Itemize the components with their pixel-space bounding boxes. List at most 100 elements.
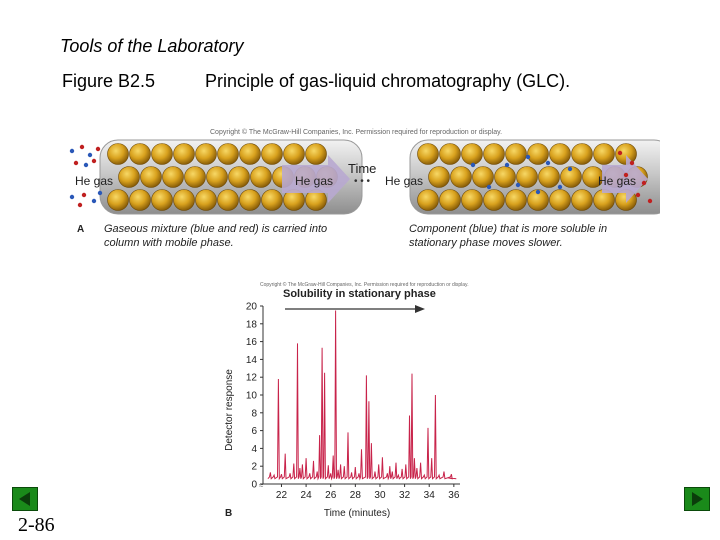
x-axis-label: Time (minutes) xyxy=(324,508,390,519)
stationary-phase-bead xyxy=(472,166,494,188)
panel-a-copyright: Copyright © The McGraw-Hill Companies, I… xyxy=(210,129,503,136)
right-molecules xyxy=(470,150,653,204)
panel-b-letter: B xyxy=(225,508,232,519)
stationary-phase-bead xyxy=(283,143,305,165)
right-flow-arrow xyxy=(602,155,648,203)
stationary-phase-bead xyxy=(228,166,250,188)
red-molecule xyxy=(95,146,101,152)
y-tick-label: 18 xyxy=(246,319,258,330)
stationary-phase-bead xyxy=(483,189,505,211)
stationary-phase-bead xyxy=(107,189,129,211)
x-tick-label: 22 xyxy=(276,490,288,501)
stationary-phase-bead xyxy=(239,189,261,211)
stationary-phase-bead xyxy=(593,143,615,165)
stationary-phase-bead xyxy=(505,189,527,211)
left-column xyxy=(69,139,363,215)
red-molecule xyxy=(77,202,83,208)
red-molecule xyxy=(617,150,623,156)
stationary-phase-bead xyxy=(217,189,239,211)
blue-molecule xyxy=(69,148,75,154)
slide-title: Tools of the Laboratory xyxy=(60,36,244,56)
stationary-phase-bead xyxy=(184,166,206,188)
stationary-phase-bead xyxy=(140,166,162,188)
red-molecule xyxy=(81,192,87,198)
red-molecule xyxy=(641,180,647,186)
blue-molecule xyxy=(525,154,531,160)
right-column-he-gas-outlet: He gas xyxy=(598,174,637,188)
triangle-right-icon xyxy=(692,492,703,506)
blue-molecule xyxy=(557,184,563,190)
blue-molecule xyxy=(486,184,492,190)
stationary-phase-bead xyxy=(417,189,439,211)
y-tick-label: 2 xyxy=(251,462,257,473)
figure-caption: Principle of gas-liquid chromatography (… xyxy=(205,71,571,91)
stationary-phase-bead xyxy=(261,189,283,211)
y-tick-label: 4 xyxy=(251,444,257,455)
red-molecule xyxy=(635,192,641,198)
stationary-phase-bead xyxy=(151,143,173,165)
stationary-phase-bead xyxy=(571,189,593,211)
blue-molecule xyxy=(515,182,521,188)
right-column-note: Component (blue) that is more soluble in… xyxy=(409,223,608,249)
stationary-phase-bead xyxy=(483,143,505,165)
page-number: 2-86 xyxy=(18,514,55,536)
left-molecules xyxy=(69,144,103,208)
stationary-phase-bead xyxy=(195,189,217,211)
axis-break-mark: ≈ xyxy=(259,481,264,490)
blue-molecule xyxy=(535,189,541,195)
red-molecule xyxy=(629,160,635,166)
next-slide-button[interactable] xyxy=(684,487,710,511)
stationary-phase-bead xyxy=(549,189,571,211)
stationary-phase-bead xyxy=(261,143,283,165)
stationary-phase-bead xyxy=(417,143,439,165)
left-flow-arrow xyxy=(282,155,350,203)
y-tick-label: 14 xyxy=(246,355,258,366)
solubility-label: Solubility in stationary phase xyxy=(283,288,436,300)
blue-molecule xyxy=(87,152,93,158)
previous-slide-button[interactable] xyxy=(12,487,38,511)
x-tick-label: 36 xyxy=(448,490,460,501)
red-molecule xyxy=(91,158,97,164)
stationary-phase-bead xyxy=(549,143,571,165)
stationary-phase-bead xyxy=(461,189,483,211)
stationary-phase-bead xyxy=(439,143,461,165)
left-column-beads xyxy=(107,143,338,211)
red-molecule xyxy=(623,172,629,178)
stationary-phase-bead xyxy=(206,166,228,188)
blue-molecule xyxy=(545,160,551,166)
red-molecule xyxy=(79,144,85,150)
stationary-phase-bead xyxy=(439,189,461,211)
stationary-phase-bead xyxy=(162,166,184,188)
stationary-phase-bead xyxy=(560,166,582,188)
y-tick-label: 6 xyxy=(251,426,257,437)
stationary-phase-bead xyxy=(129,189,151,211)
blue-molecule xyxy=(470,162,476,168)
time-label: Time xyxy=(348,161,377,176)
gas-chromatography-column-diagram xyxy=(69,139,660,215)
x-tick-label: 26 xyxy=(325,490,337,501)
stationary-phase-bead xyxy=(571,143,593,165)
stationary-phase-bead xyxy=(151,189,173,211)
figure-label: Figure B2.5 xyxy=(62,71,156,91)
stationary-phase-bead xyxy=(516,166,538,188)
blue-molecule xyxy=(91,198,97,204)
stationary-phase-bead xyxy=(527,143,549,165)
panel-a-letter: A xyxy=(77,224,85,235)
y-tick-label: 12 xyxy=(246,373,258,384)
panel-b-copyright: Copyright © The McGraw-Hill Companies, I… xyxy=(260,282,469,288)
y-axis-label: Detector response xyxy=(224,369,235,451)
x-tick-label: 30 xyxy=(374,490,386,501)
y-tick-label: 0 xyxy=(251,480,257,491)
stationary-phase-bead xyxy=(494,166,516,188)
stationary-phase-bead xyxy=(428,166,450,188)
left-column-he-gas-outlet: He gas xyxy=(295,174,334,188)
left-column-note: Gaseous mixture (blue and red) is carrie… xyxy=(104,223,328,249)
stationary-phase-bead xyxy=(450,166,472,188)
y-tick-label: 16 xyxy=(246,337,258,348)
blue-molecule xyxy=(504,162,510,168)
left-column-he-gas-inlet: He gas xyxy=(75,174,114,188)
stationary-phase-bead xyxy=(107,143,129,165)
blue-molecule xyxy=(69,194,75,200)
stationary-phase-bead xyxy=(129,143,151,165)
